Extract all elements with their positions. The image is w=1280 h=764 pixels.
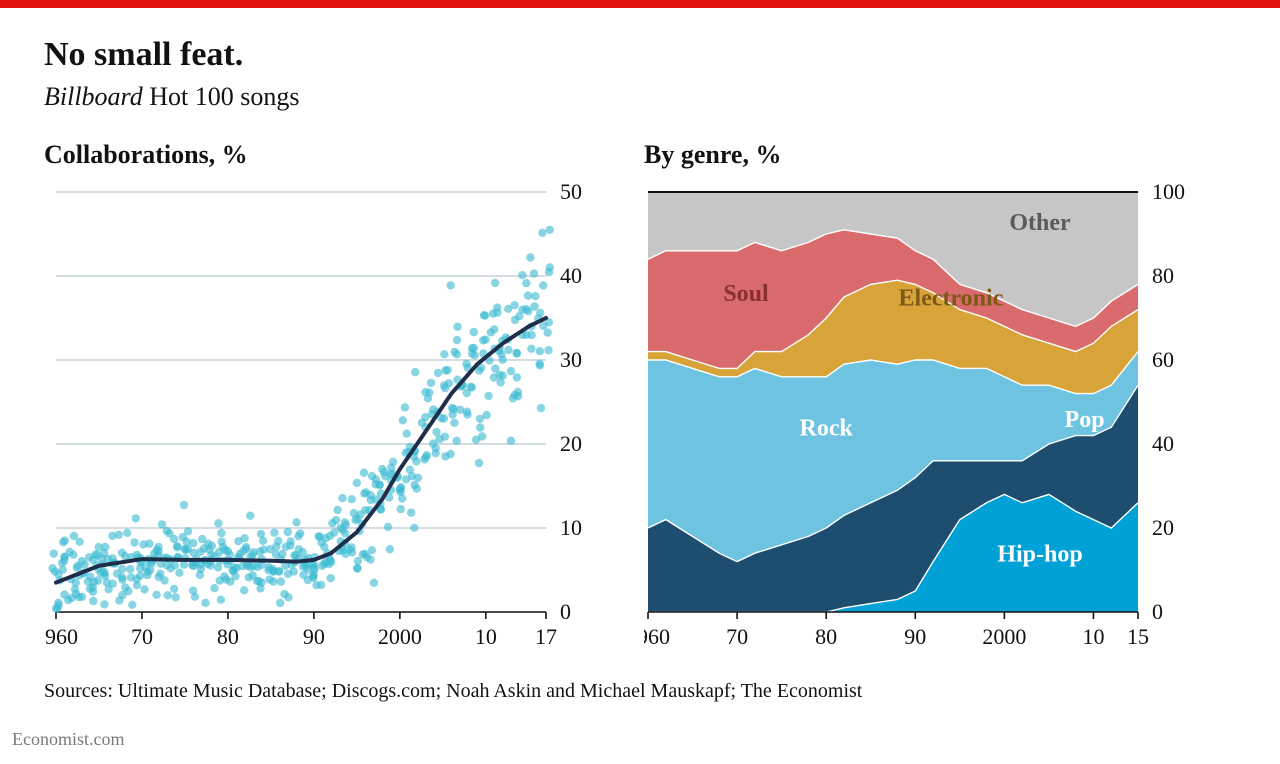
svg-text:30: 30 [560, 347, 582, 372]
label-hiphop: Hip-hop [997, 542, 1082, 568]
svg-text:70: 70 [726, 624, 748, 649]
svg-text:2000: 2000 [982, 624, 1026, 649]
subtitle-rest: Hot 100 songs [143, 82, 300, 111]
svg-text:60: 60 [1152, 347, 1174, 372]
collaborations-chart: 0 10 20 30 40 50 1960 70 80 90 2000 10 17 [44, 184, 604, 664]
brand-top-bar [0, 0, 1280, 8]
svg-text:40: 40 [560, 263, 582, 288]
right-panel-title: By genre, % [644, 140, 1204, 170]
svg-text:20: 20 [560, 431, 582, 456]
charts-row: Collaborations, % 0 10 20 30 40 50 1960 70 80 90 2… [44, 140, 1236, 664]
footer-credit: Economist.com [12, 729, 1280, 750]
svg-text:80: 80 [217, 624, 239, 649]
label-electronic: Electronic [898, 285, 1003, 311]
label-pop: Pop [1065, 407, 1105, 433]
label-rock: Rock [800, 416, 854, 442]
svg-text:40: 40 [1152, 431, 1174, 456]
svg-text:70: 70 [131, 624, 153, 649]
svg-text:80: 80 [1152, 263, 1174, 288]
label-other: Other [1009, 210, 1071, 236]
svg-text:10: 10 [475, 624, 497, 649]
svg-text:1960: 1960 [644, 624, 670, 649]
left-panel-title: Collaborations, % [44, 140, 604, 170]
svg-text:10: 10 [1082, 624, 1104, 649]
svg-text:100: 100 [1152, 184, 1185, 204]
svg-text:17: 17 [535, 624, 557, 649]
svg-text:15: 15 [1127, 624, 1149, 649]
right-panel: By genre, % 0 20 40 60 80 100 1960 70 80 90 2000 10… [644, 140, 1204, 664]
genre-area-chart: 0 20 40 60 80 100 1960 70 80 90 2000 10 15 Hip-hop Pop… [644, 184, 1204, 664]
svg-text:80: 80 [815, 624, 837, 649]
svg-text:20: 20 [1152, 515, 1174, 540]
svg-text:10: 10 [560, 515, 582, 540]
label-soul: Soul [723, 281, 769, 307]
chart-subtitle: Billboard Hot 100 songs [44, 82, 1236, 112]
scatter-points [48, 226, 554, 613]
svg-text:90: 90 [303, 624, 325, 649]
svg-text:50: 50 [560, 184, 582, 204]
svg-text:2000: 2000 [378, 624, 422, 649]
svg-text:90: 90 [904, 624, 926, 649]
subtitle-italic: Billboard [44, 82, 143, 111]
figure-container: No small feat. Billboard Hot 100 songs C… [0, 8, 1280, 715]
svg-text:1960: 1960 [44, 624, 78, 649]
svg-text:0: 0 [560, 599, 571, 624]
chart-title: No small feat. [44, 36, 1236, 74]
svg-text:0: 0 [1152, 599, 1163, 624]
left-panel: Collaborations, % 0 10 20 30 40 50 1960 70 80 90 2… [44, 140, 604, 664]
sources-line: Sources: Ultimate Music Database; Discog… [44, 680, 1236, 703]
